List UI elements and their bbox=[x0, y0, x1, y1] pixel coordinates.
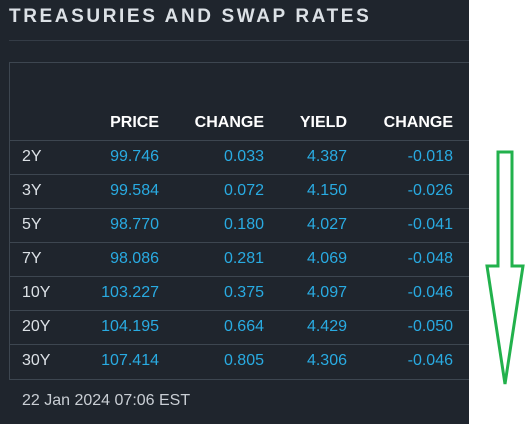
yield-change-cell: -0.018 bbox=[347, 140, 453, 175]
price-change-cell: 0.281 bbox=[159, 242, 264, 277]
row-spacer bbox=[453, 242, 469, 277]
yield-change-cell: -0.041 bbox=[347, 208, 453, 243]
header-tenor bbox=[9, 62, 73, 141]
price-cell[interactable]: 99.584 bbox=[73, 174, 159, 209]
tenor-cell: 5Y bbox=[9, 208, 73, 243]
price-change-cell: 0.072 bbox=[159, 174, 264, 209]
widget-title: TREASURIES AND SWAP RATES bbox=[9, 6, 372, 27]
yield-cell: 4.027 bbox=[264, 208, 347, 243]
tenor-cell: 30Y bbox=[22, 352, 51, 370]
last-updated-timestamp: 22 Jan 2024 07:06 EST bbox=[22, 392, 191, 409]
header-price-change: CHANGE bbox=[159, 62, 264, 141]
table-row: 20Y 104.195 0.664 4.429 -0.050 bbox=[9, 310, 469, 345]
row-spacer bbox=[453, 276, 469, 311]
yield-cell: 4.069 bbox=[264, 242, 347, 277]
header-yield: YIELD bbox=[264, 62, 347, 141]
down-arrow-icon bbox=[485, 150, 525, 385]
table-row: 3Y 99.584 0.072 4.150 -0.026 bbox=[9, 174, 469, 209]
yield-cell: 4.387 bbox=[264, 140, 347, 175]
price-change-cell: 0.805 bbox=[223, 352, 264, 370]
rates-panel: TREASURIES AND SWAP RATES PRICE CHANGE Y… bbox=[0, 0, 469, 424]
price-cell[interactable]: 107.414 bbox=[101, 352, 159, 370]
tenor-cell: 10Y bbox=[9, 276, 73, 311]
price-cell[interactable]: 103.227 bbox=[73, 276, 159, 311]
yield-change-cell: -0.046 bbox=[407, 352, 453, 370]
tenor-cell: 20Y bbox=[9, 310, 73, 345]
table-row: 7Y 98.086 0.281 4.069 -0.048 bbox=[9, 242, 469, 277]
tenor-cell: 7Y bbox=[9, 242, 73, 277]
table-row: 10Y 103.227 0.375 4.097 -0.046 bbox=[9, 276, 469, 311]
price-change-cell: 0.180 bbox=[159, 208, 264, 243]
price-cell[interactable]: 98.770 bbox=[73, 208, 159, 243]
header-spacer bbox=[453, 62, 469, 141]
price-change-cell: 0.033 bbox=[159, 140, 264, 175]
price-change-cell: 0.375 bbox=[159, 276, 264, 311]
yield-change-cell: -0.046 bbox=[347, 276, 453, 311]
yield-cell: 4.097 bbox=[264, 276, 347, 311]
yield-change-cell: -0.026 bbox=[347, 174, 453, 209]
yield-cell: 4.429 bbox=[264, 310, 347, 345]
row-spacer bbox=[453, 344, 469, 378]
price-change-cell: 0.664 bbox=[159, 310, 264, 345]
row-spacer bbox=[453, 208, 469, 243]
row-spacer bbox=[453, 140, 469, 175]
table-header-row: PRICE CHANGE YIELD CHANGE bbox=[9, 62, 469, 141]
rates-table: PRICE CHANGE YIELD CHANGE 2Y 99.746 0.03… bbox=[9, 62, 469, 378]
row-spacer bbox=[453, 174, 469, 209]
yield-change-cell: -0.048 bbox=[347, 242, 453, 277]
row-spacer bbox=[453, 310, 469, 345]
down-arrow-shape bbox=[485, 150, 525, 385]
table-row: 30Y 107.414 0.805 4.306 -0.046 bbox=[9, 344, 469, 378]
price-cell[interactable]: 98.086 bbox=[73, 242, 159, 277]
price-cell[interactable]: 104.195 bbox=[73, 310, 159, 345]
yield-change-cell: -0.050 bbox=[347, 310, 453, 345]
tenor-cell: 3Y bbox=[9, 174, 73, 209]
header-price: PRICE bbox=[73, 62, 159, 141]
price-cell[interactable]: 99.746 bbox=[73, 140, 159, 175]
table-row: 5Y 98.770 0.180 4.027 -0.041 bbox=[9, 208, 469, 243]
table-row: 2Y 99.746 0.033 4.387 -0.018 bbox=[9, 140, 469, 175]
title-divider bbox=[9, 40, 469, 41]
yield-cell: 4.150 bbox=[264, 174, 347, 209]
yield-cell: 4.306 bbox=[306, 352, 347, 370]
tenor-cell: 2Y bbox=[9, 140, 73, 175]
header-yield-change: CHANGE bbox=[347, 62, 453, 141]
